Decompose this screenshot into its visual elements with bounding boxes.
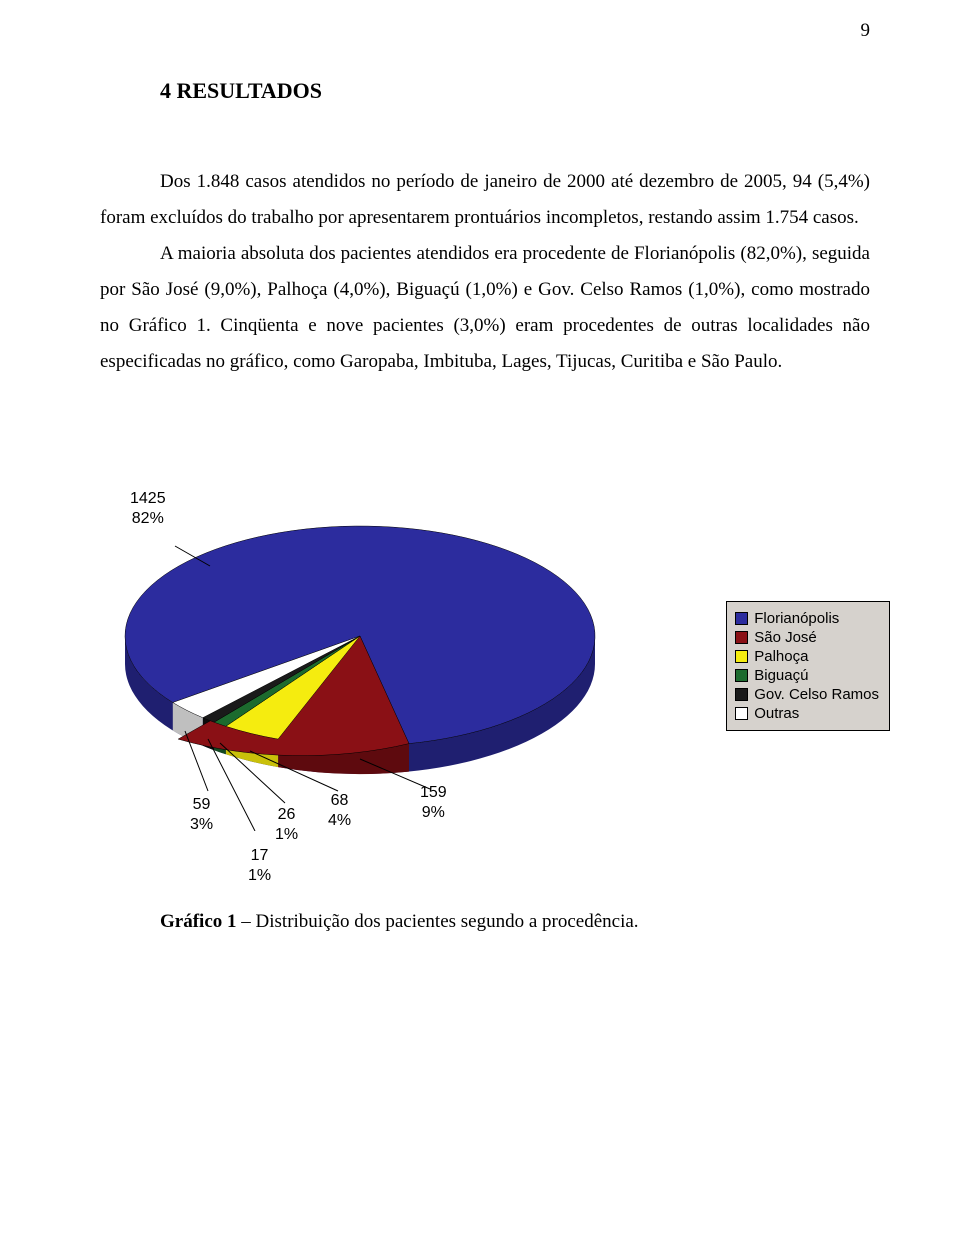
label-percent: 82% [132,510,164,527]
legend-label: Florianópolis [754,610,839,627]
legend-label: São José [754,629,817,646]
paragraph-1: Dos 1.848 casos atendidos no período de … [100,164,870,236]
legend-item: Florianópolis [735,610,879,627]
section-title: 4 RESULTADOS [160,78,870,104]
label-value: 1425 [130,490,166,507]
legend-item: São José [735,629,879,646]
label-biguacu: 26 1% [275,805,298,845]
legend-label: Gov. Celso Ramos [754,686,879,703]
chart-legend: Florianópolis São José Palhoça Biguaçú G… [726,601,890,731]
label-palhoca: 68 4% [328,791,351,831]
label-percent: 4% [328,812,351,829]
label-outras: 59 3% [190,795,213,835]
label-gov-celso-ramos: 17 1% [248,846,271,886]
pie-chart: 1425 82% 59 3% 17 1% 26 1% 68 4% 159 9% [100,451,870,881]
label-percent: 9% [422,804,445,821]
label-percent: 1% [275,826,298,843]
legend-label: Outras [754,705,799,722]
label-percent: 1% [248,867,271,884]
caption-text: – Distribuição dos pacientes segundo a p… [237,911,639,932]
label-value: 17 [251,847,269,864]
legend-swatch [735,688,748,701]
legend-swatch [735,707,748,720]
label-value: 159 [420,784,447,801]
label-value: 26 [278,806,296,823]
label-florianopolis: 1425 82% [130,489,166,529]
page-number: 9 [861,20,871,42]
legend-item: Outras [735,705,879,722]
label-value: 59 [193,796,211,813]
legend-label: Biguaçú [754,667,808,684]
legend-swatch [735,631,748,644]
chart-caption: Gráfico 1 – Distribuição dos pacientes s… [160,911,870,933]
legend-swatch [735,669,748,682]
label-value: 68 [331,792,349,809]
label-percent: 3% [190,816,213,833]
caption-prefix: Gráfico 1 [160,911,237,932]
legend-item: Palhoça [735,648,879,665]
legend-item: Biguaçú [735,667,879,684]
legend-swatch [735,650,748,663]
legend-swatch [735,612,748,625]
pie-svg [100,491,660,831]
legend-item: Gov. Celso Ramos [735,686,879,703]
page: 9 4 RESULTADOS Dos 1.848 casos atendidos… [0,0,960,1244]
paragraph-2: A maioria absoluta dos pacientes atendid… [100,236,870,380]
label-sao-jose: 159 9% [420,783,447,823]
legend-label: Palhoça [754,648,808,665]
